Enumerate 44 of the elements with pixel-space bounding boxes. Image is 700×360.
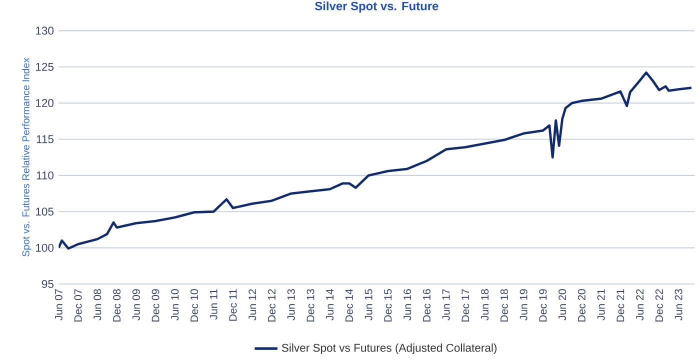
y-tick-label: 95 xyxy=(42,280,54,288)
x-tick-label: Dec 19 xyxy=(539,289,547,322)
x-tick-label: Dec 22 xyxy=(655,289,663,322)
y-tick-label: 120 xyxy=(36,99,54,108)
x-tick-label: Dec 14 xyxy=(346,289,353,322)
x-tick-label: Jun 18 xyxy=(481,289,489,320)
x-tick-label: Jun 21 xyxy=(597,289,605,320)
x-tick-label: Jun 09 xyxy=(132,289,140,320)
x-tick-label: Jun 22 xyxy=(636,289,644,320)
x-tick-label: Jun 19 xyxy=(520,289,528,320)
y-tick-label: 125 xyxy=(36,62,54,71)
x-tick-label: Dec 12 xyxy=(268,289,276,322)
chart-title: Silver Spot vs. Future xyxy=(315,2,438,13)
x-tick-label: Dec 10 xyxy=(190,289,198,322)
x-tick-label: Jun 17 xyxy=(442,289,450,320)
y-tick-label: 130 xyxy=(36,26,54,35)
x-tick-label: Jun 07 xyxy=(54,289,62,320)
x-tick-label: Dec 07 xyxy=(74,289,82,322)
x-tick-label: Dec 13 xyxy=(306,289,314,322)
y-axis-title: Spot vs. Futures Relative Performance Index xyxy=(22,58,32,256)
x-tick-label: Jun 15 xyxy=(364,289,372,320)
x-tick-label: Dec 21 xyxy=(616,289,624,322)
x-tick-label: Dec 18 xyxy=(500,289,508,322)
x-tick-label: Jun 12 xyxy=(248,289,256,320)
x-tick-label: Jun 08 xyxy=(94,289,102,320)
x-tick-label: Dec 08 xyxy=(113,289,121,322)
x-tick-label: Dec 20 xyxy=(578,289,586,322)
x-tick-label: Jun 13 xyxy=(287,289,295,320)
x-tick-label: Jun 23 xyxy=(674,289,682,320)
legend-label: Silver Spot vs Futures (Adjusted Collateral) xyxy=(282,344,497,354)
x-tick-label: Jun 16 xyxy=(404,289,412,320)
x-tick-label: Jun 14 xyxy=(326,289,334,320)
x-tick-label: Dec 16 xyxy=(422,289,430,322)
y-tick-label: 115 xyxy=(36,135,54,144)
x-tick-label: Dec 15 xyxy=(384,289,392,322)
x-tick-label: Jun 11 xyxy=(210,289,218,320)
x-tick-label: Dec 11 xyxy=(229,289,237,321)
y-tick-label: 100 xyxy=(36,244,54,252)
y-tick-label: 110 xyxy=(36,171,54,180)
x-tick-label: Jun 10 xyxy=(171,289,179,320)
x-tick-label: Dec 09 xyxy=(152,289,160,322)
x-tick-label: Dec 17 xyxy=(462,289,470,322)
x-tick-label: Jun 20 xyxy=(558,289,566,320)
y-tick-label: 105 xyxy=(36,208,54,216)
